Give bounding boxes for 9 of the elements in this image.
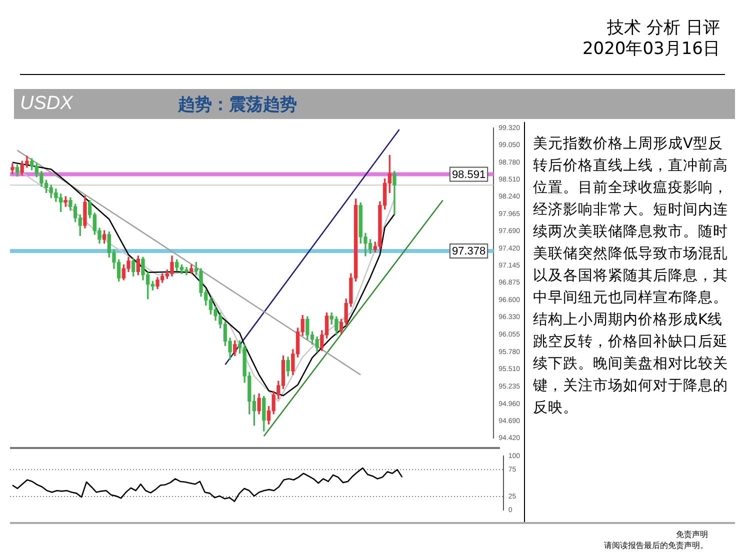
text: 技术 分析 日评 — [606, 18, 720, 39]
ref-line-label: 98.591 — [452, 168, 486, 181]
text: 请阅读报告最后的免责声明。 — [604, 540, 708, 551]
ref-line-label: 97.378 — [452, 246, 486, 258]
text: 美元指数价格上周形成V型反转后价格直线上线，直冲前高位置。目前全球收瘟疫影响，经济影响非常大。短时间内连续两次美联储降息救市。随时美联储突然降低导致市场混乱以及各国将紧随其后降息，其中早间纽元也同样宣布降息。结构上小周期内价格形成K线跳空反转，价格回补缺口后延续下跌。晚间美盘相对比较关键，关注市场如何对于降息的反映。 — [533, 136, 728, 416]
chart-title: USDX — [20, 93, 73, 115]
text: 免责声明 — [675, 529, 708, 540]
chart-subtitle: 趋势：震荡趋势 — [178, 94, 297, 116]
text: 2020年03月16日 — [582, 39, 720, 60]
